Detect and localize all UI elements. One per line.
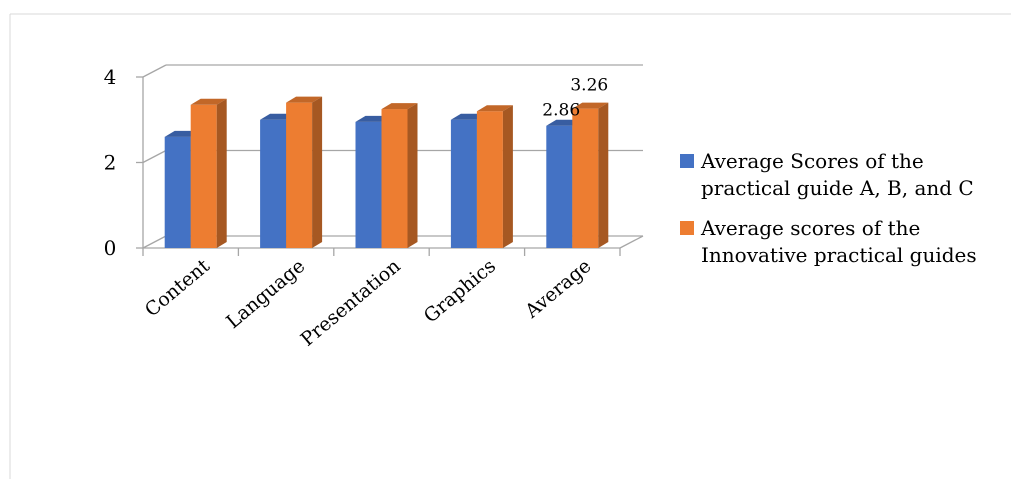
category-label: Content <box>141 255 214 322</box>
bar-top <box>476 105 513 112</box>
bar-top <box>572 102 609 109</box>
bar-top <box>286 96 323 103</box>
bar-side <box>502 105 513 248</box>
bar <box>190 98 227 248</box>
bar-front <box>260 119 287 248</box>
bar <box>572 102 609 248</box>
bar-front <box>476 111 503 248</box>
bar <box>381 103 418 248</box>
bar-side <box>216 98 227 248</box>
bar-front <box>572 108 599 248</box>
category-label: Presentation <box>297 255 405 351</box>
bar-side <box>312 96 323 249</box>
gridline-side <box>142 149 167 164</box>
bar <box>286 96 323 249</box>
floor-side-edge <box>619 235 644 249</box>
category-label: Language <box>222 255 309 333</box>
bar-front <box>546 125 573 248</box>
bar-front <box>450 119 477 248</box>
bar-top <box>190 98 227 105</box>
y-tick-label: 4 <box>104 65 117 89</box>
bar-side <box>598 102 609 248</box>
legend-swatch-series-b <box>680 221 694 235</box>
bar-front <box>355 121 382 248</box>
gridline-side <box>142 235 167 249</box>
bar-top <box>381 103 418 110</box>
category-label: Graphics <box>420 255 500 327</box>
bar-front <box>190 104 217 248</box>
category-label: Average <box>520 255 595 323</box>
legend-item-series-a: Average Scores of the practical guide A,… <box>680 148 1000 202</box>
bar-front <box>286 102 313 249</box>
bar-front <box>381 109 408 248</box>
bar-front <box>164 136 191 248</box>
y-tick-label: 0 <box>104 236 117 260</box>
y-tick-label: 2 <box>104 151 117 175</box>
bar <box>476 105 513 248</box>
legend-label-series-b: Average scores of the Innovative practic… <box>701 216 977 267</box>
legend-label-series-a: Average Scores of the practical guide A,… <box>701 149 974 200</box>
chart-legend: Average Scores of the practical guide A,… <box>680 148 1000 282</box>
legend-item-series-b: Average scores of the Innovative practic… <box>680 215 1000 269</box>
data-label: 3.26 <box>570 76 608 96</box>
legend-swatch-series-a <box>680 154 694 168</box>
data-label: 2.86 <box>542 101 580 121</box>
bar-side <box>407 103 418 248</box>
gridline-side <box>142 64 167 78</box>
